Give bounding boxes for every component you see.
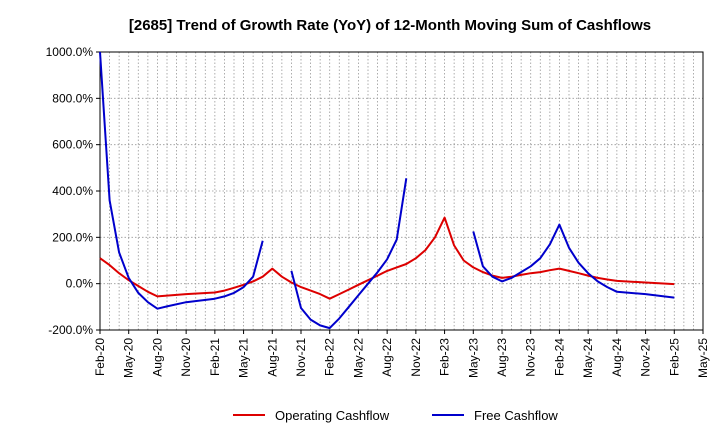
series-layer xyxy=(99,51,675,330)
x-tick-label: May-22 xyxy=(351,338,365,378)
series-line-free-cashflow xyxy=(472,223,675,299)
x-tick-label: Aug-23 xyxy=(495,338,509,377)
x-tick-label: Nov-20 xyxy=(179,338,193,377)
x-tick-label: May-20 xyxy=(122,338,136,378)
x-tick-label: Feb-23 xyxy=(438,338,452,376)
x-tick-label: Nov-23 xyxy=(524,338,538,377)
x-tick-label: Feb-22 xyxy=(323,338,337,376)
x-tick-label: Nov-24 xyxy=(639,338,653,377)
y-axis-ticks: -200.0% 0.0% 200.0% 400.0% 600.0% 800.0% 1000.… xyxy=(46,45,100,337)
legend-label-free: Free Cashflow xyxy=(474,408,558,423)
x-tick-label: Aug-24 xyxy=(610,338,624,377)
x-tick-label: Aug-20 xyxy=(150,338,164,377)
x-tick-label: Feb-24 xyxy=(552,338,566,376)
x-tick-label: May-21 xyxy=(237,338,251,378)
series-line-free-cashflow xyxy=(290,178,408,330)
x-tick-label: May-23 xyxy=(466,338,480,378)
x-tick-label: Feb-21 xyxy=(208,338,222,376)
y-tick-label: 200.0% xyxy=(52,230,93,244)
y-tick-label: 800.0% xyxy=(52,91,93,105)
series-line-operating-cashflow xyxy=(99,216,675,300)
chart-title: [2685] Trend of Growth Rate (YoY) of 12-… xyxy=(129,17,651,34)
x-tick-label: Nov-21 xyxy=(294,338,308,377)
x-tick-label: May-25 xyxy=(696,338,710,378)
y-tick-label: -200.0% xyxy=(48,323,93,337)
grid xyxy=(100,52,703,330)
x-tick-label: Feb-20 xyxy=(93,338,107,376)
y-tick-label: 0.0% xyxy=(66,277,94,291)
x-tick-label: Aug-21 xyxy=(265,338,279,377)
y-tick-label: 600.0% xyxy=(52,138,93,152)
y-tick-label: 400.0% xyxy=(52,184,93,198)
legend-label-operating: Operating Cashflow xyxy=(275,408,390,423)
x-tick-label: Feb-25 xyxy=(667,338,681,376)
legend: Operating Cashflow Free Cashflow xyxy=(233,408,558,423)
x-tick-label: Aug-22 xyxy=(380,338,394,377)
x-tick-label: Nov-22 xyxy=(409,338,423,377)
x-tick-label: May-24 xyxy=(581,338,595,378)
y-tick-label: 1000.0% xyxy=(46,45,94,59)
series-line-free-cashflow xyxy=(99,51,264,310)
x-axis-ticks: Feb-20 May-20 Aug-20 Nov-20 Feb-21 May-21 Aug-… xyxy=(93,330,710,378)
